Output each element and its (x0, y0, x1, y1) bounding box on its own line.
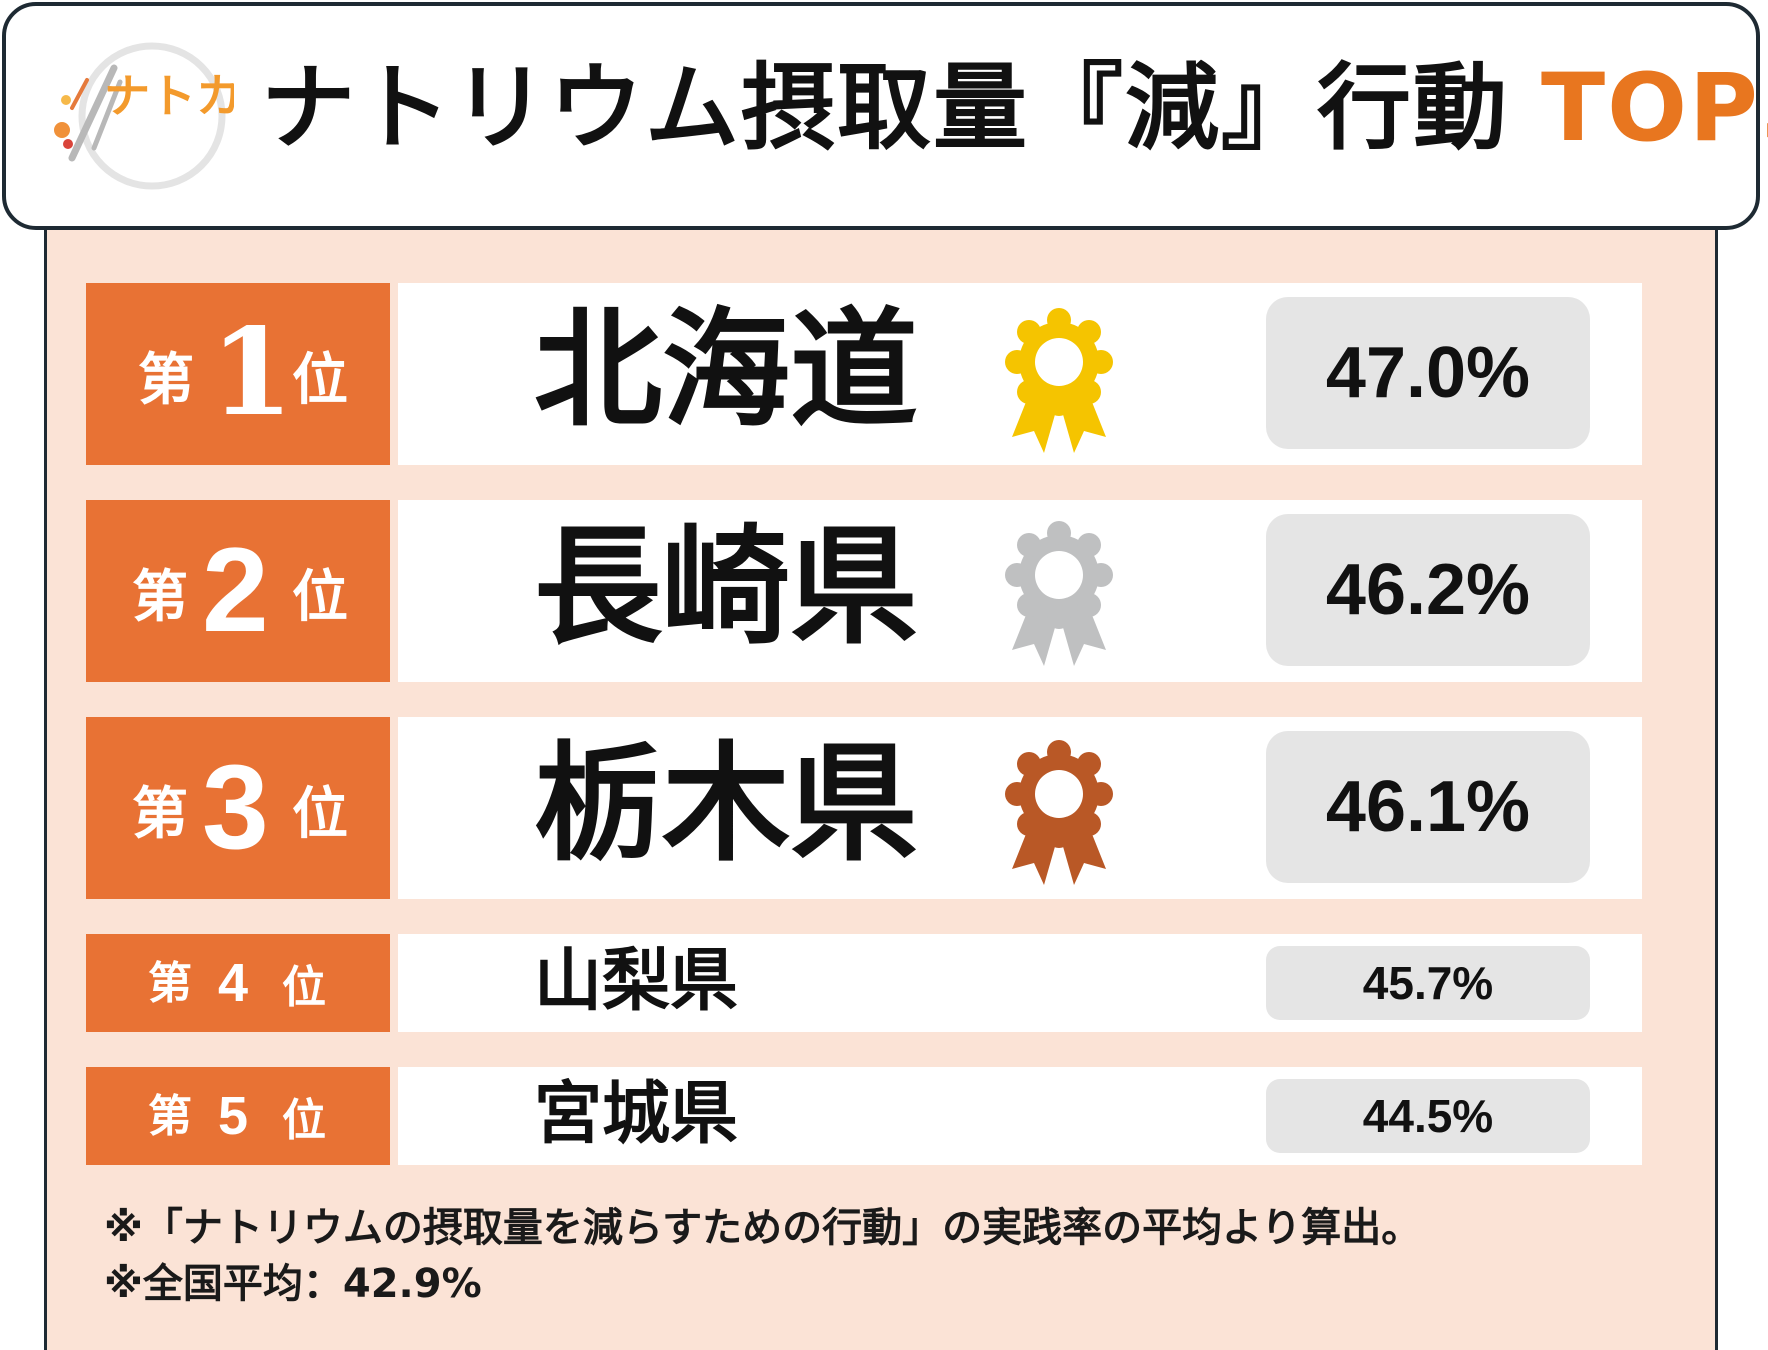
rank-suffix: 位 (282, 1095, 326, 1146)
row-body: 宮城県 44.5% (398, 1067, 1642, 1165)
rank-suffix: 位 (292, 348, 348, 413)
ranking-row: 第 5 位 宮城県 44.5% (86, 1067, 1642, 1165)
title-text: ナトリウム摂取量『減』行動 (261, 54, 1510, 163)
percentage-value: 44.5% (1266, 1079, 1590, 1153)
silver-medal-icon (1005, 521, 1113, 666)
natokari-logo-icon: ナトカリ (54, 42, 234, 190)
gold-medal-icon (1005, 308, 1113, 453)
rank-number: 4 (218, 953, 249, 1013)
rank-suffix: 位 (292, 565, 348, 630)
svg-text:ナトカリ: ナトカリ (104, 69, 234, 123)
prefecture-name: 長崎県 (534, 513, 919, 662)
percentage-value: 46.1% (1266, 731, 1590, 883)
rank-badge: 第 3 位 (86, 717, 390, 899)
header-card: ナトカリ ナトリウム摂取量『減』行動TOP5 (2, 2, 1768, 230)
row-body: 北海道 47.0% (398, 283, 1642, 465)
rank-suffix: 位 (282, 962, 326, 1013)
rank-prefix: 第 (132, 782, 188, 847)
prefecture-name: 山梨県 (534, 942, 739, 1021)
ranking-row: 第 3 位 栃木県 46.1% (86, 717, 1642, 899)
rank-number: 2 (202, 523, 269, 657)
bronze-medal-icon (1005, 740, 1113, 885)
rank-number: 3 (202, 740, 269, 874)
rank-suffix: 位 (292, 782, 348, 847)
rank-number: 5 (218, 1086, 249, 1146)
title-accent: TOP5 (1541, 54, 1768, 163)
rank-badge: 第 2 位 (86, 500, 390, 682)
ranking-row: 第 4 位 山梨県 45.7% (86, 934, 1642, 1032)
rank-badge: 第 1 位 (86, 283, 390, 465)
page-title: ナトリウム摂取量『減』行動TOP5 (261, 62, 1768, 156)
percentage-value: 46.2% (1266, 514, 1590, 666)
footnote-national-average: ※全国平均：42.9% (104, 1261, 482, 1307)
row-body: 栃木県 46.1% (398, 717, 1642, 899)
rank-number: 1 (210, 302, 294, 443)
rank-prefix: 第 (148, 958, 192, 1009)
percentage-value: 45.7% (1266, 946, 1590, 1020)
percentage-value: 47.0% (1266, 297, 1590, 449)
rank-prefix: 第 (148, 1091, 192, 1142)
rank-prefix: 第 (138, 348, 194, 413)
row-body: 山梨県 45.7% (398, 934, 1642, 1032)
ranking-row: 第 2 位 長崎県 46.2% (86, 500, 1642, 682)
footnote-method: ※「ナトリウムの摂取量を減らすための行動」の実践率の平均より算出。 (104, 1205, 1422, 1251)
rank-badge: 第 4 位 (86, 934, 390, 1032)
rank-badge: 第 5 位 (86, 1067, 390, 1165)
rank-prefix: 第 (132, 565, 188, 630)
ranking-row: 第 1 位 北海道 47.0% (86, 283, 1642, 465)
row-body: 長崎県 46.2% (398, 500, 1642, 682)
prefecture-name: 栃木県 (534, 730, 919, 879)
prefecture-name: 北海道 (534, 296, 919, 445)
prefecture-name: 宮城県 (534, 1075, 739, 1154)
